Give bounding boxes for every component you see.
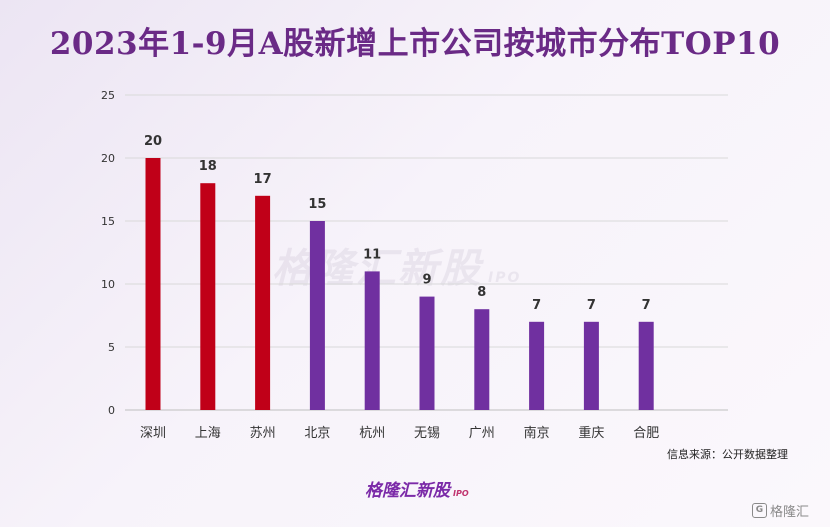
bar	[146, 158, 161, 410]
bar-value-label: 18	[199, 159, 217, 174]
x-tick-label: 合肥	[633, 426, 659, 441]
x-tick-label: 北京	[304, 426, 330, 441]
source-note: 信息来源：公开数据整理	[667, 446, 788, 462]
y-tick-label: 0	[108, 404, 115, 417]
brand-logo: 格隆汇新股 IPO	[365, 476, 469, 501]
bar	[365, 271, 380, 410]
brand-logo-suffix: IPO	[453, 489, 469, 498]
bar	[584, 322, 599, 410]
bar	[474, 309, 489, 410]
bar	[255, 196, 270, 410]
y-tick-label: 5	[108, 341, 115, 354]
y-tick-label: 25	[101, 89, 115, 102]
bar-value-label: 8	[477, 285, 486, 300]
x-tick-label: 苏州	[250, 425, 276, 441]
x-tick-label: 上海	[195, 426, 221, 441]
x-tick-label: 杭州	[359, 426, 385, 441]
y-tick-label: 15	[101, 215, 115, 228]
brand-logo-text: 格隆汇新股	[365, 481, 450, 501]
x-tick-label: 深圳	[140, 426, 166, 441]
x-tick-label: 南京	[524, 425, 550, 441]
bar-value-label: 7	[642, 298, 651, 313]
bar-value-label: 15	[308, 197, 326, 212]
bar-value-label: 17	[254, 172, 272, 187]
bar-value-label: 7	[532, 298, 541, 313]
x-tick-label: 广州	[469, 426, 495, 441]
bar-value-label: 11	[363, 247, 381, 262]
bar-value-label: 9	[422, 273, 431, 288]
y-tick-label: 10	[101, 278, 115, 291]
x-tick-label: 重庆	[578, 425, 604, 441]
bar	[310, 221, 325, 410]
brand-icon: G	[752, 503, 767, 518]
bar-value-label: 20	[144, 134, 162, 149]
bar-value-label: 7	[587, 298, 596, 313]
bar	[200, 183, 215, 410]
bar	[639, 322, 654, 410]
corner-watermark: G 格隆汇	[752, 501, 809, 520]
bar	[529, 322, 544, 410]
corner-watermark-text: 格隆汇	[770, 501, 809, 520]
x-tick-label: 无锡	[414, 426, 440, 441]
bar	[420, 297, 435, 410]
y-tick-label: 20	[101, 152, 115, 165]
